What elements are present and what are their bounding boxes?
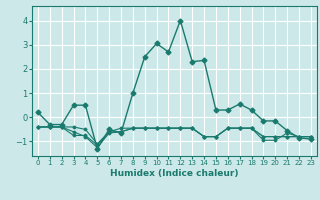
X-axis label: Humidex (Indice chaleur): Humidex (Indice chaleur) xyxy=(110,169,239,178)
